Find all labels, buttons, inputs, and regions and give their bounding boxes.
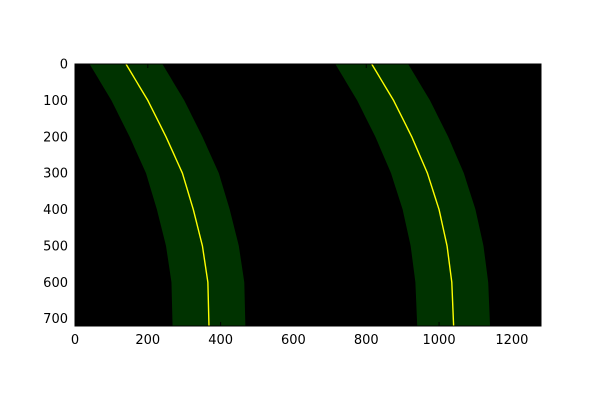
y-axis: 0 100 200 300 400 500 600 700 bbox=[43, 58, 541, 327]
lane-bands bbox=[89, 64, 491, 326]
x-tick-label: 200 bbox=[135, 333, 160, 348]
x-tick-label: 600 bbox=[281, 333, 306, 348]
x-tick-label: 1200 bbox=[495, 333, 528, 348]
x-tick-label: 0 bbox=[71, 333, 79, 348]
y-tick-label: 600 bbox=[43, 276, 68, 291]
lane-fit-lines bbox=[125, 64, 455, 326]
lane-fit-line-1 bbox=[125, 64, 210, 326]
plot-frame bbox=[74, 63, 542, 327]
y-tick-label: 200 bbox=[43, 130, 68, 145]
lane-band-1 bbox=[89, 64, 246, 326]
y-tick-label: 400 bbox=[43, 203, 68, 218]
lane-band-2 bbox=[335, 64, 491, 326]
y-tick-label: 500 bbox=[43, 239, 68, 254]
y-tick-label: 100 bbox=[43, 94, 68, 109]
y-tick-label: 0 bbox=[60, 58, 68, 73]
y-tick-label: 700 bbox=[43, 312, 68, 327]
y-tick-label: 300 bbox=[43, 167, 68, 182]
x-axis: 0 200 400 600 800 1000 1200 bbox=[71, 64, 528, 348]
lane-fit-line-2 bbox=[371, 64, 455, 326]
plot-area bbox=[74, 63, 542, 327]
x-tick-label: 800 bbox=[354, 333, 379, 348]
x-tick-label: 1000 bbox=[423, 333, 456, 348]
x-tick-label: 400 bbox=[208, 333, 233, 348]
